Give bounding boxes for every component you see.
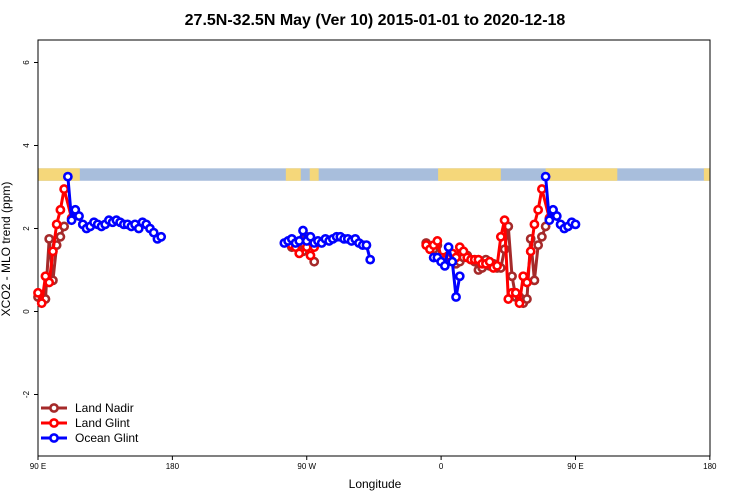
legend-label-2: Ocean Glint: [75, 431, 139, 445]
data-point-2-59: [544, 215, 555, 226]
x-tick-label-2: 90 W: [297, 462, 316, 471]
x-tick-label-0: 90 E: [30, 462, 46, 471]
data-point-1-34: [492, 260, 502, 271]
data-point-0-45: [533, 240, 544, 250]
data-point-0-38: [507, 271, 517, 282]
y-tick-label-0: -2: [22, 390, 31, 398]
data-point-2-49: [365, 254, 376, 265]
data-point-2-58: [540, 171, 551, 182]
x-tick-label-1: 180: [166, 462, 180, 471]
data-point-1-44: [529, 219, 540, 230]
legend-marker-0: [49, 403, 59, 413]
legend-marker-1: [49, 418, 59, 428]
axis-ticks: 90 E 180 90 W 0 90 E 180 -2 0 2 4 6: [22, 60, 717, 471]
data-point-1-45: [533, 204, 544, 215]
land-band-3: [438, 168, 501, 181]
legend-marker-2: [49, 433, 59, 443]
data-point-2-57: [454, 271, 465, 282]
data-point-2-0: [62, 171, 73, 182]
data-point-1-13: [305, 250, 316, 261]
data-point-2-31: [298, 225, 308, 236]
data-point-2-30: [294, 236, 305, 246]
legend-label-0: Land Nadir: [75, 401, 134, 415]
data-point-1-3: [44, 277, 55, 288]
data-point-0-44: [529, 275, 540, 286]
data-point-1-6: [55, 204, 66, 215]
data-point-1-18: [432, 236, 443, 246]
data-point-2-53: [439, 260, 450, 271]
data-point-2-55: [447, 256, 458, 267]
data-point-1-46: [536, 184, 547, 194]
x-tick-label-5: 180: [703, 462, 717, 471]
data-point-1-36: [499, 215, 510, 226]
data-point-1-40: [514, 298, 525, 309]
land-ocean-strip: [38, 168, 710, 181]
chart-title: 27.5N-32.5N May (Ver 10) 2015-01-01 to 2…: [185, 12, 566, 29]
land-band-1: [285, 168, 301, 181]
data-point-2-61: [551, 211, 562, 221]
land-band-5: [703, 168, 710, 181]
land-band-2: [309, 168, 319, 181]
data-point-0-46: [536, 231, 547, 242]
data-point-1-5: [51, 219, 62, 230]
data-point-1-39: [510, 287, 521, 298]
y-tick-label-2: 2: [22, 226, 31, 231]
data-point-1-11: [294, 248, 305, 259]
land-band-0: [38, 168, 80, 181]
data-point-1-7: [59, 184, 70, 194]
plot-frame: [37, 39, 711, 457]
data-point-1-35: [495, 231, 506, 242]
data-point-1-1: [36, 298, 47, 309]
x-tick-label-4: 90 E: [567, 462, 583, 471]
data-point-2-66: [570, 219, 581, 230]
data-point-2-25: [156, 231, 167, 242]
y-tick-label-3: 4: [22, 143, 31, 148]
data-point-2-48: [361, 240, 372, 250]
data-point-1-42: [522, 277, 532, 288]
data-point-2-3: [74, 211, 84, 221]
land-band-4: [545, 168, 618, 181]
data-point-2-1: [66, 215, 77, 226]
data-point-1-0: [33, 287, 43, 298]
x-tick-label-3: 0: [439, 462, 444, 471]
data-point-0-3: [44, 233, 55, 244]
series-2: [62, 171, 581, 302]
series-line-1-0: [36, 187, 74, 305]
data-point-0-7: [59, 221, 70, 232]
x-axis-title: Longitude: [349, 477, 402, 491]
y-tick-label-4: 6: [22, 60, 31, 65]
data-series: [33, 171, 581, 309]
data-point-0-6: [55, 231, 66, 242]
y-tick-label-1: 0: [22, 309, 31, 314]
data-point-1-43: [525, 246, 536, 257]
data-point-2-56: [451, 292, 461, 302]
y-axis-title: XCO2 - MLO trend (ppm): [0, 182, 13, 317]
data-point-0-42: [522, 294, 532, 304]
legend-label-1: Land Glint: [75, 416, 130, 430]
data-point-2-54: [443, 242, 454, 253]
data-point-1-4: [48, 246, 58, 257]
